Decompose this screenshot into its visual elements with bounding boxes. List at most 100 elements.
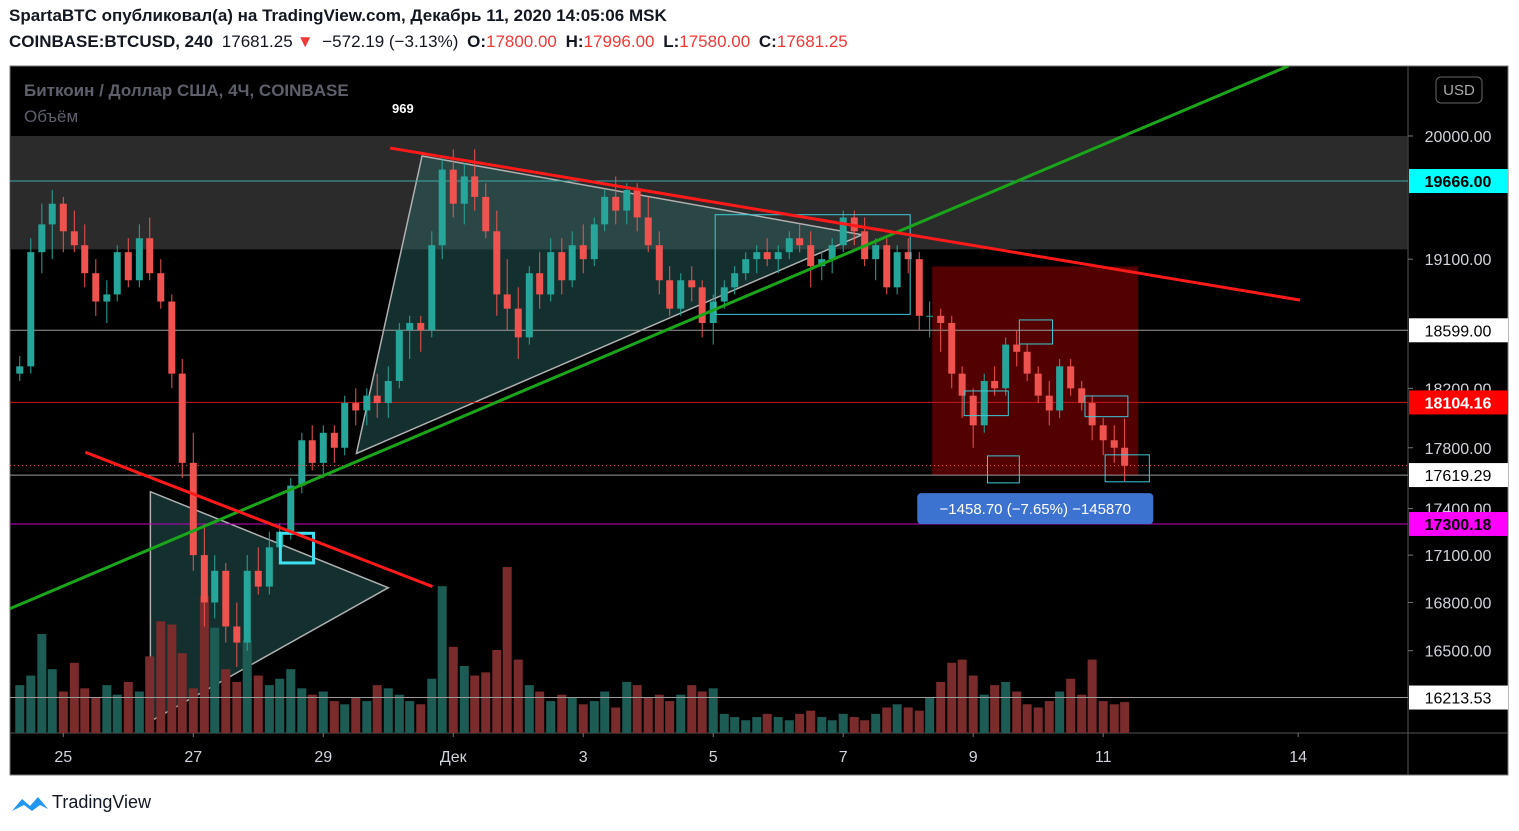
currency-label[interactable]: USD — [1443, 82, 1475, 99]
candle-body — [243, 570, 251, 643]
candle-body — [92, 273, 100, 302]
volume-bar — [979, 694, 989, 733]
candle-body — [503, 294, 511, 309]
x-tick-label: 27 — [184, 749, 202, 766]
candle-body — [1034, 373, 1042, 396]
candle-body — [731, 273, 739, 288]
last-price: 17681.25 — [221, 32, 293, 51]
highlight-box — [714, 214, 911, 315]
range-box — [932, 266, 1139, 476]
candle-body — [958, 373, 966, 396]
candle-body — [948, 322, 956, 374]
candle-body — [1110, 440, 1118, 448]
volume-bar — [1098, 701, 1108, 733]
volume-bar — [351, 697, 361, 733]
publish-text: SpartaBTC опубликовал(а) на TradingView.… — [9, 6, 667, 25]
candle-body — [514, 308, 522, 338]
candle-body — [612, 196, 620, 211]
candle-body — [1045, 395, 1053, 411]
candle-body — [308, 440, 316, 463]
candle-body — [319, 432, 327, 463]
open-value: 17800.00 — [485, 32, 557, 51]
volume-bar — [622, 681, 632, 733]
h-label: H: — [565, 32, 584, 51]
volume-bar — [535, 691, 545, 733]
volume-bar — [492, 650, 502, 733]
candle-body — [135, 238, 143, 281]
candle-body — [222, 570, 230, 627]
candle-body — [265, 547, 273, 587]
candle-body — [796, 238, 804, 246]
candle-body — [406, 322, 414, 331]
highlight-box — [1104, 454, 1150, 483]
volume-bar — [838, 713, 848, 733]
volume-bar — [297, 688, 307, 733]
candle-body — [428, 245, 436, 331]
volume-bar — [643, 697, 653, 733]
candle-body — [601, 196, 609, 225]
candle-body — [558, 252, 566, 281]
volume-bar — [123, 681, 133, 733]
range-label-box — [917, 493, 1154, 525]
volume-bar — [741, 720, 751, 733]
volume-bar — [199, 595, 209, 733]
x-tick-label: 5 — [709, 749, 718, 766]
volume-value: 969 — [392, 101, 414, 116]
candle-body — [124, 252, 132, 281]
candle-body — [16, 366, 24, 374]
volume-bar — [210, 627, 220, 733]
candle-body — [27, 252, 35, 367]
volume-bar — [481, 672, 491, 733]
volume-bar — [91, 697, 101, 733]
symbol: COINBASE:BTCUSD, 240 — [9, 32, 214, 51]
y-tick-label: 17100.00 — [1425, 548, 1492, 565]
price-tag — [1409, 390, 1508, 415]
volume-bar — [286, 669, 296, 733]
volume-bar — [362, 701, 372, 733]
candle-body — [395, 330, 403, 381]
candle-body — [1067, 366, 1075, 389]
footer-brand: TradingView — [52, 792, 152, 812]
candle-body — [937, 315, 945, 323]
volume-bar — [676, 694, 686, 733]
x-tick-label: 3 — [579, 749, 588, 766]
candle-body — [330, 432, 338, 448]
volume-bar — [892, 704, 902, 733]
volume-bar — [936, 681, 946, 733]
candle-body — [883, 245, 891, 288]
volume-bar — [925, 697, 935, 733]
currency-button[interactable] — [1435, 76, 1483, 104]
x-tick-label: 25 — [54, 749, 72, 766]
volume-bar — [102, 685, 112, 733]
candle-body — [200, 555, 208, 603]
x-tick-label: 29 — [314, 749, 332, 766]
candle-body — [568, 245, 576, 281]
candle-body — [38, 224, 46, 253]
volume-bar — [567, 697, 577, 733]
plot-area: −1458.70 (−7.65%) −145870 — [10, 66, 1408, 733]
candle-body — [233, 626, 241, 643]
volume-bar — [860, 720, 870, 733]
volume-bar — [470, 675, 480, 733]
change-arrow: ▼ — [296, 32, 314, 51]
candle-body — [48, 203, 56, 225]
price-tag — [1409, 318, 1508, 343]
highlight-box — [1018, 319, 1053, 345]
volume-bar — [914, 710, 924, 733]
candle-body — [103, 294, 111, 302]
candle-body — [189, 462, 197, 556]
volume-bar — [687, 685, 697, 733]
high-value: 17996.00 — [583, 32, 655, 51]
close-value: 17681.25 — [776, 32, 848, 51]
candle-body — [677, 280, 685, 309]
volume-title: Объём — [24, 107, 78, 126]
candle-body — [774, 252, 782, 260]
candle-body — [1023, 351, 1031, 374]
volume-bar — [242, 640, 252, 733]
price-tag-label: 19666.00 — [1425, 174, 1492, 191]
volume-bar — [1120, 702, 1130, 733]
candle-body — [536, 273, 544, 295]
highlight-box — [986, 455, 1020, 484]
volume-bar — [632, 685, 642, 733]
